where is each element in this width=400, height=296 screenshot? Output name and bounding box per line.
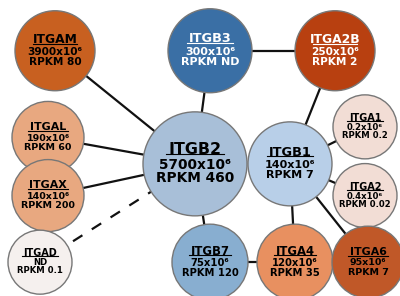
Text: RPKM 80: RPKM 80 <box>29 57 81 67</box>
Text: ITGA1: ITGA1 <box>349 113 381 123</box>
Text: RPKM 200: RPKM 200 <box>21 201 75 210</box>
Ellipse shape <box>168 9 252 93</box>
Text: 95x10⁶: 95x10⁶ <box>350 258 386 267</box>
Ellipse shape <box>15 11 95 91</box>
Text: RPKM 0.2: RPKM 0.2 <box>342 131 388 140</box>
Ellipse shape <box>8 230 72 294</box>
Text: 3900x10⁶: 3900x10⁶ <box>28 46 82 57</box>
Text: RPKM 7: RPKM 7 <box>266 170 314 180</box>
Text: RPKM 460: RPKM 460 <box>156 171 234 185</box>
Text: ITGB3: ITGB3 <box>189 33 231 46</box>
Text: 140x10⁶: 140x10⁶ <box>265 160 315 170</box>
Ellipse shape <box>143 112 247 216</box>
Text: 75x10⁶: 75x10⁶ <box>191 258 229 268</box>
Text: 0.4x10⁶: 0.4x10⁶ <box>347 192 383 201</box>
Text: 5700x10⁶: 5700x10⁶ <box>159 158 231 172</box>
Text: 190x10⁶: 190x10⁶ <box>26 134 70 143</box>
Text: RPKM 0.02: RPKM 0.02 <box>339 200 391 209</box>
Text: RPKM 120: RPKM 120 <box>182 268 238 278</box>
Text: ITGB1: ITGB1 <box>268 146 312 159</box>
Ellipse shape <box>332 226 400 296</box>
Text: 0.2x10⁶: 0.2x10⁶ <box>347 123 383 132</box>
Text: RPKM 2: RPKM 2 <box>312 57 358 67</box>
Text: ITGA2: ITGA2 <box>349 182 381 192</box>
Text: ITGAL: ITGAL <box>30 122 66 132</box>
Ellipse shape <box>12 160 84 231</box>
Text: RPKM 35: RPKM 35 <box>270 268 320 278</box>
Ellipse shape <box>333 164 397 228</box>
Text: ND: ND <box>33 258 47 267</box>
Text: ITGB7: ITGB7 <box>190 245 230 258</box>
Text: ITGAX: ITGAX <box>29 181 67 191</box>
Ellipse shape <box>257 224 333 296</box>
Text: ITGB2: ITGB2 <box>168 142 222 157</box>
Ellipse shape <box>295 11 375 91</box>
Ellipse shape <box>12 102 84 173</box>
Text: RPKM ND: RPKM ND <box>181 57 239 67</box>
Text: ITGAM: ITGAM <box>32 33 78 46</box>
Text: 300x10⁶: 300x10⁶ <box>185 46 235 57</box>
Ellipse shape <box>172 224 248 296</box>
Text: RPKM 60: RPKM 60 <box>24 143 72 152</box>
Text: ITGA6: ITGA6 <box>350 247 386 257</box>
Text: ITGA4: ITGA4 <box>276 245 314 258</box>
Text: ITGA2B: ITGA2B <box>310 33 360 46</box>
Text: RPKM 0.1: RPKM 0.1 <box>17 266 63 276</box>
Text: RPKM 7: RPKM 7 <box>348 268 388 276</box>
Ellipse shape <box>333 95 397 159</box>
Ellipse shape <box>248 122 332 206</box>
Text: 120x10⁶: 120x10⁶ <box>272 258 318 268</box>
Text: ITGAD: ITGAD <box>23 248 57 258</box>
Text: 140x10⁶: 140x10⁶ <box>26 192 70 201</box>
Text: 250x10⁶: 250x10⁶ <box>311 46 359 57</box>
